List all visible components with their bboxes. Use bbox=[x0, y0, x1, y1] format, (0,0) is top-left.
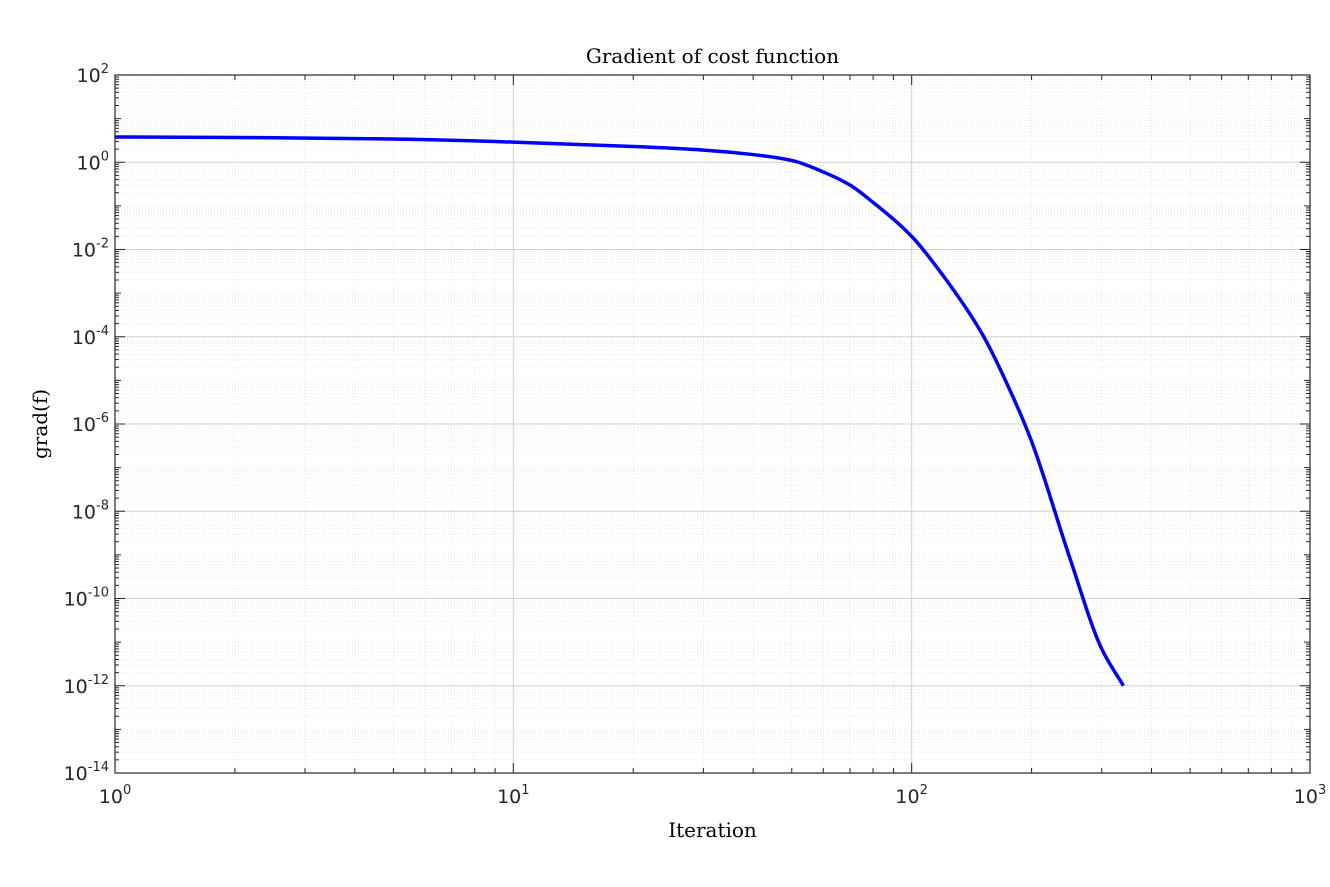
y-tick-label: 10-2 bbox=[72, 237, 109, 262]
x-tick-label-exponent: 3 bbox=[1318, 783, 1326, 798]
x-tick-label: 103 bbox=[1294, 783, 1326, 808]
y-tick-label-base: 10 bbox=[64, 676, 88, 698]
y-tick-label-base: 10 bbox=[64, 589, 88, 611]
y-tick-label-exponent: 0 bbox=[101, 149, 109, 164]
x-tick-label-base: 10 bbox=[497, 786, 521, 808]
y-tick-label: 10-10 bbox=[64, 586, 109, 611]
x-tick-label: 100 bbox=[99, 783, 131, 808]
x-tick-label-base: 10 bbox=[895, 786, 919, 808]
x-tick-label-exponent: 2 bbox=[920, 783, 928, 798]
y-tick-label: 10-8 bbox=[72, 498, 109, 523]
y-tick-label-exponent: -2 bbox=[96, 237, 109, 252]
x-axis-label: Iteration bbox=[668, 818, 757, 842]
y-tick-label-exponent: -4 bbox=[96, 324, 109, 339]
y-tick-label-base: 10 bbox=[77, 152, 101, 174]
x-tick-label-base: 10 bbox=[1294, 786, 1318, 808]
x-tick-label: 101 bbox=[497, 783, 529, 808]
x-tick-label: 102 bbox=[895, 783, 927, 808]
y-tick-label-base: 10 bbox=[72, 414, 96, 436]
y-axis-label: grad(f) bbox=[28, 389, 52, 459]
y-tick-label-exponent: -8 bbox=[96, 498, 109, 513]
tick-marks bbox=[114, 75, 1311, 774]
series-layer bbox=[114, 135, 1125, 687]
y-tick-label-base: 10 bbox=[72, 501, 96, 523]
chart-title: Gradient of cost function bbox=[586, 44, 839, 68]
tick-labels: 100 101 102 10310210010-210-410-610-810-101… bbox=[64, 62, 1327, 808]
y-tick-label: 100 bbox=[77, 149, 109, 174]
y-tick-label-base: 10 bbox=[77, 65, 101, 87]
y-tick-label: 10-12 bbox=[64, 673, 109, 698]
y-tick-label: 10-6 bbox=[72, 411, 109, 436]
x-tick-label-exponent: 0 bbox=[123, 783, 131, 798]
y-tick-label-base: 10 bbox=[72, 240, 96, 262]
y-tick-label: 10-14 bbox=[64, 760, 109, 785]
y-tick-label-exponent: -14 bbox=[88, 760, 109, 775]
y-tick-label-base: 10 bbox=[64, 763, 88, 785]
y-tick-label-exponent: -10 bbox=[88, 586, 109, 601]
y-tick-label-exponent: -12 bbox=[88, 673, 109, 688]
x-tick-label-base: 10 bbox=[99, 786, 123, 808]
y-tick-label-exponent: -6 bbox=[96, 411, 109, 426]
y-tick-label: 10-4 bbox=[72, 324, 109, 349]
y-tick-label-base: 10 bbox=[72, 327, 96, 349]
y-tick-label: 102 bbox=[77, 62, 109, 87]
x-tick-label-exponent: 1 bbox=[521, 783, 529, 798]
gradient-series-line bbox=[114, 135, 1125, 687]
y-tick-label-exponent: 2 bbox=[101, 62, 109, 77]
